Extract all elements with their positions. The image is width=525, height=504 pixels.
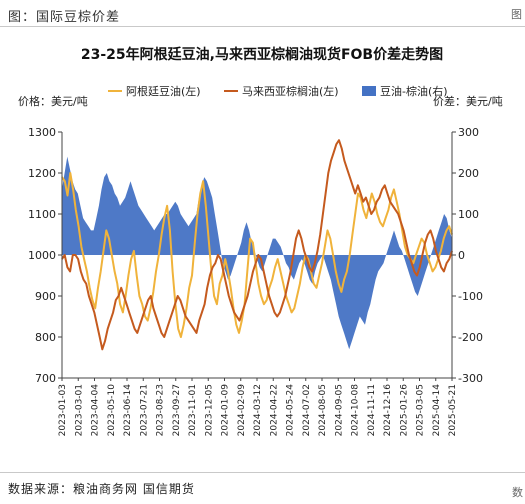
legend-swatch-spread xyxy=(362,86,376,96)
left-tick-label: 1000 xyxy=(28,249,56,262)
left-tick-label: 1200 xyxy=(28,167,56,180)
x-tick-label: 2023-08-23 xyxy=(156,384,166,436)
series-area-spread xyxy=(62,156,452,350)
x-tick-label: 2024-02-09 xyxy=(237,384,247,437)
x-tick-label: 2024-11-11 xyxy=(367,384,377,436)
left-tick-label: 700 xyxy=(35,372,56,385)
x-tick-label: 2023-01-03 xyxy=(58,384,68,436)
left-tick-label: 800 xyxy=(35,331,56,344)
legend-label: 阿根廷豆油(左) xyxy=(126,84,201,98)
x-tick-label: 2025-04-14 xyxy=(432,384,442,437)
x-tick-label: 2024-05-24 xyxy=(286,384,296,437)
right-tick-label: -200 xyxy=(458,331,483,344)
x-tick-label: 2024-03-12 xyxy=(253,384,263,436)
x-tick-label: 2023-03-01 xyxy=(74,384,84,436)
plot-area: 700 800 900 1000 1100 1200 1300 -300 -200 -100 0 10… xyxy=(28,126,483,436)
x-tick-label: 2024-10-08 xyxy=(351,384,361,437)
x-tick-label: 2023-05-10 xyxy=(107,384,117,437)
x-tick-label: 2023-06-14 xyxy=(123,384,133,437)
right-tick-label: -300 xyxy=(458,372,483,385)
x-tick-label: 2024-09-05 xyxy=(334,384,344,436)
x-tick-label: 2023-12-05 xyxy=(204,384,214,436)
series-line-argentina-soyoil xyxy=(61,172,453,338)
x-tick-label: 2025-01-26 xyxy=(399,384,409,437)
x-tick-label: 2023-04-04 xyxy=(91,384,101,437)
footer-divider xyxy=(0,472,525,473)
x-tick-label: 2024-01-09 xyxy=(221,384,231,437)
chart-canvas: 23-25年阿根廷豆油,马来西亚棕榈油现货FOB价差走势图 价格：美元/吨 价差… xyxy=(18,46,503,436)
x-tick-label: 2024-04-22 xyxy=(269,384,279,436)
x-tick-label: 2023-09-27 xyxy=(172,384,182,436)
left-axis-label: 价格：美元/吨 xyxy=(18,94,88,108)
chart-title: 23-25年阿根廷豆油,马来西亚棕榈油现货FOB价差走势图 xyxy=(81,46,443,63)
x-tick-label: 2024-08-05 xyxy=(318,384,328,436)
right-tick-label: 100 xyxy=(458,208,479,221)
x-tick-label: 2024-07-02 xyxy=(302,384,312,436)
left-tick-label: 1100 xyxy=(28,208,56,221)
legend-label: 马来西亚棕榈油(左) xyxy=(242,84,339,98)
x-tick-label: 2025-03-05 xyxy=(416,384,426,436)
data-source: 数据来源：粮油商务网 国信期货 xyxy=(8,482,195,496)
right-tick-label: -100 xyxy=(458,290,483,303)
header-divider xyxy=(0,26,525,27)
left-tick-label: 900 xyxy=(35,290,56,303)
right-tick-label: 200 xyxy=(458,167,479,180)
figure-caption: 图：国际豆棕价差 xyxy=(8,10,121,25)
chart-legend: 阿根廷豆油(左) 马来西亚棕榈油(左) 豆油-棕油(右) xyxy=(108,84,448,98)
left-tick-label: 1300 xyxy=(28,126,56,139)
x-tick-label: 2024-12-16 xyxy=(383,384,393,437)
edge-caption-fragment-bottom: 数 xyxy=(512,486,523,499)
edge-caption-fragment-top: 图 xyxy=(511,8,522,21)
x-tick-label: 2025-05-21 xyxy=(448,384,458,436)
x-tick-label: 2023-11-01 xyxy=(188,384,198,436)
legend-label: 豆油-棕油(右) xyxy=(380,84,448,98)
x-tick-label: 2023-07-21 xyxy=(139,384,149,436)
right-axis-label: 价差：美元/吨 xyxy=(433,94,503,108)
right-tick-label: 0 xyxy=(458,249,465,262)
series-line-malaysia-palmoil xyxy=(61,139,453,351)
right-tick-label: 300 xyxy=(458,126,479,139)
